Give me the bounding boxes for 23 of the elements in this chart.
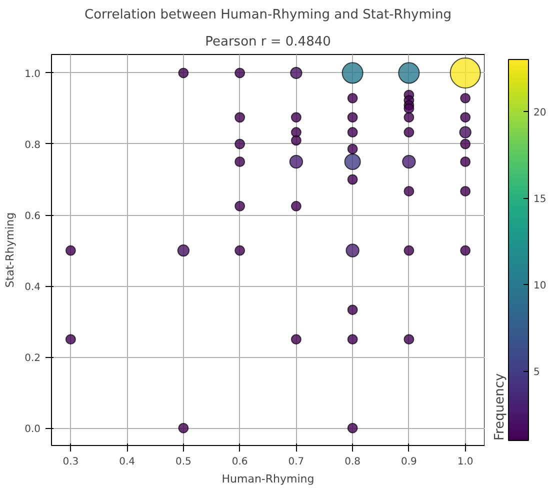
x-tick-label: 0.6 [232, 456, 248, 468]
y-tick-label: 0.4 [24, 282, 41, 294]
color-bar-label: 5 [534, 367, 540, 378]
x-tick-label: 0.8 [344, 456, 361, 468]
y-tick-label: 0.2 [24, 353, 41, 364]
x-tick-label: 1.0 [457, 456, 474, 468]
x-tick-label: 0.9 [401, 456, 417, 468]
x-tick-label: 0.7 [288, 456, 304, 468]
color-bar-label: 20 [534, 107, 546, 118]
chart-title: Correlation between Human-Rhyming and Stat-Rhyming [84, 8, 452, 22]
y-tick-label: 1.0 [24, 68, 41, 80]
x-tick-label: 0.3 [62, 456, 79, 468]
y-tick-label: 0.8 [24, 140, 41, 151]
x-tick-label: 0.5 [175, 456, 192, 468]
x-tick-label: 0.4 [119, 456, 136, 468]
color-bar-label: 15 [534, 194, 546, 206]
y-tick-label: 0.0 [24, 424, 41, 436]
x-axis-title: Human-Rhyming [222, 472, 314, 486]
y-axis-title: Stat-Rhyming [4, 212, 17, 288]
y-tick-label: 0.6 [24, 211, 41, 222]
color-bar-label: 10 [534, 280, 546, 292]
color-bar-title: Frequency [492, 373, 508, 440]
chart-subtitle: Pearson r = 0.4840 [205, 34, 331, 50]
